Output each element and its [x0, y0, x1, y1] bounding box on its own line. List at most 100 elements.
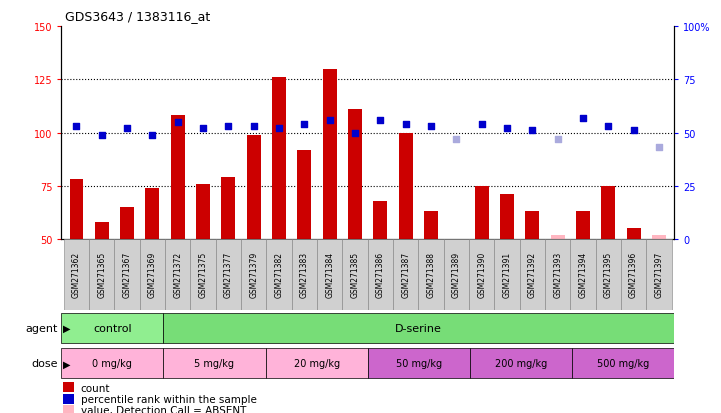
Text: GSM271394: GSM271394 [578, 252, 588, 298]
Point [501, 126, 513, 132]
Bar [171, 116, 185, 240]
Text: GSM271383: GSM271383 [300, 252, 309, 298]
Bar [63, 394, 74, 404]
Text: GSM271369: GSM271369 [148, 252, 157, 298]
Bar [317, 240, 342, 310]
Bar [443, 240, 469, 310]
Text: ▶: ▶ [63, 323, 70, 333]
Point [248, 123, 260, 130]
Bar [272, 78, 286, 240]
Point [425, 123, 437, 130]
Point [349, 130, 360, 136]
Bar [424, 212, 438, 240]
Point [653, 145, 665, 152]
Point [146, 132, 158, 139]
Text: GSM271396: GSM271396 [629, 252, 638, 298]
Bar [469, 240, 495, 310]
Bar [64, 240, 89, 310]
Text: GSM271384: GSM271384 [325, 252, 335, 298]
Text: dose: dose [31, 358, 58, 368]
Text: 50 mg/kg: 50 mg/kg [396, 358, 442, 368]
Text: GSM271395: GSM271395 [603, 252, 613, 298]
Point [400, 121, 412, 128]
Bar [63, 405, 74, 413]
Text: GSM271393: GSM271393 [553, 252, 562, 298]
Point [198, 126, 209, 132]
Bar [298, 150, 311, 240]
Point [526, 128, 538, 134]
Text: value, Detection Call = ABSENT: value, Detection Call = ABSENT [81, 406, 246, 413]
Text: count: count [81, 383, 110, 393]
Bar [89, 240, 115, 310]
Bar [627, 229, 640, 240]
Text: D-serine: D-serine [395, 323, 442, 333]
Bar [115, 240, 140, 310]
Point [628, 128, 640, 134]
Point [298, 121, 310, 128]
Text: GSM271372: GSM271372 [173, 252, 182, 298]
Bar [526, 212, 539, 240]
Text: 5 mg/kg: 5 mg/kg [195, 358, 234, 368]
Text: 200 mg/kg: 200 mg/kg [495, 358, 547, 368]
Bar [323, 69, 337, 240]
Bar [500, 195, 514, 240]
Bar [267, 240, 292, 310]
Bar [418, 240, 443, 310]
Point [172, 119, 184, 126]
Bar [399, 133, 412, 240]
Bar [241, 240, 267, 310]
Text: GSM271386: GSM271386 [376, 252, 385, 298]
Text: GDS3643 / 1383116_at: GDS3643 / 1383116_at [65, 10, 210, 23]
Text: GSM271390: GSM271390 [477, 252, 486, 298]
Bar [69, 180, 84, 240]
Text: GSM271379: GSM271379 [249, 252, 258, 298]
Point [223, 123, 234, 130]
Text: percentile rank within the sample: percentile rank within the sample [81, 394, 257, 404]
Text: GSM271385: GSM271385 [350, 252, 360, 298]
Bar [247, 135, 261, 240]
Bar [570, 240, 596, 310]
Point [578, 115, 589, 121]
Bar [601, 186, 615, 240]
Text: GSM271375: GSM271375 [198, 252, 208, 298]
Bar [470, 349, 572, 378]
Bar [164, 349, 265, 378]
Bar [221, 178, 235, 240]
Bar [545, 240, 570, 310]
Point [324, 117, 335, 124]
Text: ▶: ▶ [63, 358, 70, 368]
Bar [474, 186, 489, 240]
Bar [61, 313, 164, 343]
Point [273, 126, 285, 132]
Text: control: control [93, 323, 132, 333]
Bar [63, 382, 74, 392]
Text: 20 mg/kg: 20 mg/kg [293, 358, 340, 368]
Text: GSM271392: GSM271392 [528, 252, 537, 298]
Bar [572, 349, 674, 378]
Bar [165, 240, 190, 310]
Bar [216, 240, 241, 310]
Bar [495, 240, 520, 310]
Point [121, 126, 133, 132]
Point [96, 132, 107, 139]
Bar [140, 240, 165, 310]
Point [451, 136, 462, 143]
Text: GSM271397: GSM271397 [655, 252, 663, 298]
Bar [342, 240, 368, 310]
Point [71, 123, 82, 130]
Bar [576, 212, 590, 240]
Text: GSM271387: GSM271387 [401, 252, 410, 298]
Text: agent: agent [25, 323, 58, 333]
Text: GSM271377: GSM271377 [224, 252, 233, 298]
Text: GSM271391: GSM271391 [503, 252, 511, 298]
Bar [61, 349, 164, 378]
Bar [373, 201, 387, 240]
Point [603, 123, 614, 130]
Bar [393, 240, 418, 310]
Point [375, 117, 386, 124]
Bar [120, 208, 134, 240]
Text: 500 mg/kg: 500 mg/kg [597, 358, 649, 368]
Text: GSM271388: GSM271388 [427, 252, 435, 298]
Bar [551, 235, 565, 240]
Bar [646, 240, 671, 310]
